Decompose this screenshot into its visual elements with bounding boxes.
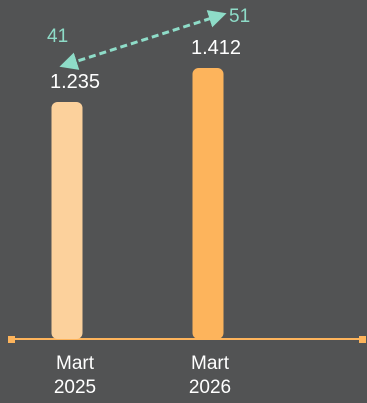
category-label-2025-year: 2025 — [54, 377, 96, 398]
bar-mart-2026 — [192, 68, 224, 339]
category-label-2026-month: Mart — [191, 353, 230, 374]
value-label-mart-2025: 1.235 — [50, 71, 100, 93]
trend-label-end: 51 — [229, 6, 250, 27]
category-label-2025-month: Mart — [56, 353, 95, 374]
value-label-mart-2026: 1.412 — [191, 37, 241, 59]
x-axis-left-cap — [8, 336, 15, 343]
x-axis-right-cap — [359, 336, 366, 343]
category-label-2026-year: 2026 — [189, 377, 231, 398]
trend-arrow-line — [59, 10, 227, 70]
bar-mart-2025 — [51, 102, 83, 340]
trend-label-start: 41 — [47, 26, 68, 47]
